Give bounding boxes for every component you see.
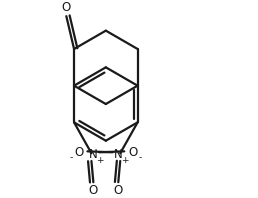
Text: N: N <box>114 148 123 161</box>
Text: O: O <box>74 146 83 159</box>
Text: O: O <box>62 1 71 14</box>
Text: O: O <box>89 184 98 197</box>
Text: O: O <box>128 146 138 159</box>
Text: O: O <box>114 184 123 197</box>
Text: N: N <box>89 148 98 161</box>
Text: -: - <box>139 154 142 163</box>
Text: -: - <box>69 154 72 163</box>
Text: +: + <box>96 156 104 166</box>
Text: +: + <box>121 156 129 166</box>
